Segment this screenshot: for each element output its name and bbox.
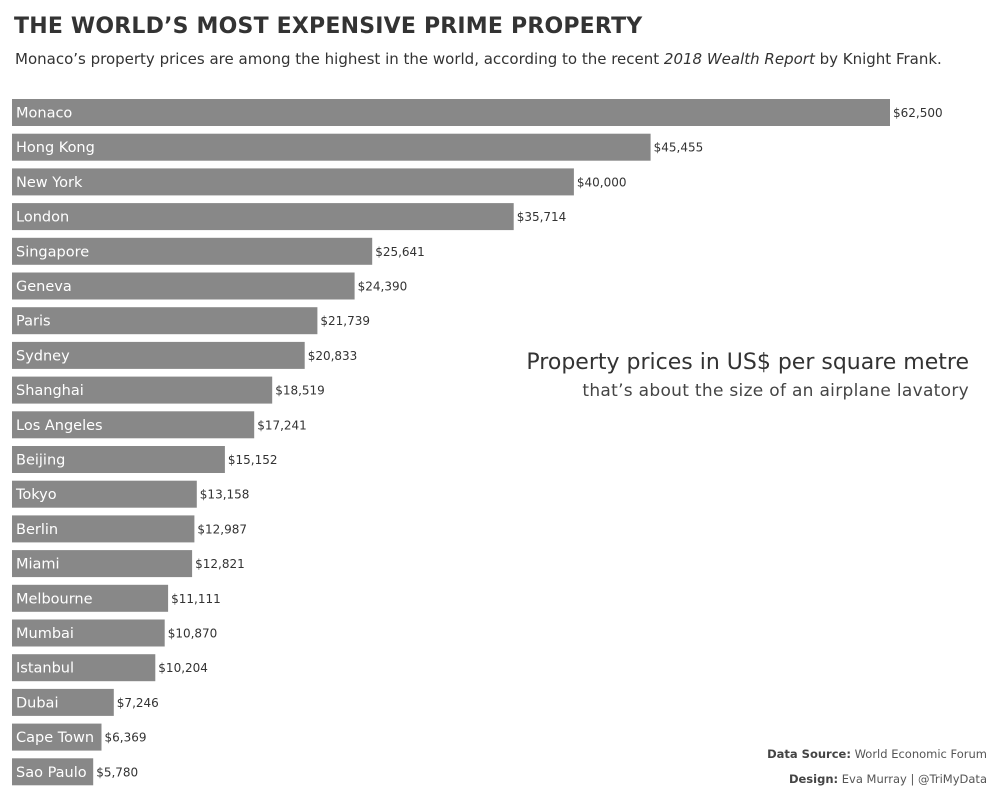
category-label: Singapore xyxy=(16,244,89,260)
category-label: Cape Town xyxy=(16,730,94,746)
category-label: Berlin xyxy=(16,522,58,538)
category-label: Geneva xyxy=(16,279,72,295)
value-label: $6,369 xyxy=(105,731,147,745)
annotation-comparison: that’s about the size of an airplane lav… xyxy=(582,381,969,401)
value-label: $10,870 xyxy=(168,627,218,641)
value-label: $15,152 xyxy=(228,453,278,467)
bar-group-singapore: Singapore $25,641 xyxy=(12,237,425,265)
bar-sydney[interactable] xyxy=(12,341,305,369)
bar-shanghai[interactable] xyxy=(12,376,273,404)
design-label: Design: xyxy=(788,772,839,786)
bar-beijing[interactable] xyxy=(12,446,225,473)
category-label: Istanbul xyxy=(16,661,74,677)
bar-miami[interactable] xyxy=(12,550,193,578)
value-label: $35,714 xyxy=(517,210,567,224)
subtitle-text-before: Monaco’s property prices are among the h… xyxy=(15,50,664,68)
bar-cape-town[interactable] xyxy=(12,723,102,751)
bar-group-los-angeles: Los Angeles $17,241 xyxy=(12,411,307,439)
bar-group-sydney: Sydney $20,833 xyxy=(12,341,358,369)
design-credit: Design: Eva Murray | @TriMyData xyxy=(767,767,987,792)
category-label: Monaco xyxy=(16,106,72,122)
data-source-label: Data Source: xyxy=(767,747,851,761)
design-value: Eva Murray | @TriMyData xyxy=(838,772,987,786)
value-label: $12,987 xyxy=(197,522,247,536)
value-label: $12,821 xyxy=(195,557,245,571)
annotation-units: Property prices in US$ per square metre xyxy=(526,350,969,375)
bar-istanbul[interactable] xyxy=(12,654,156,682)
value-label: $5,780 xyxy=(96,765,138,779)
chart-title: THE WORLD’S MOST EXPENSIVE PRIME PROPERT… xyxy=(14,14,643,39)
bar-london[interactable] xyxy=(12,203,514,231)
bar-monaco[interactable] xyxy=(12,99,890,126)
category-label: Dubai xyxy=(16,695,58,711)
data-source-value: World Economic Forum xyxy=(850,747,987,761)
bar-group-cape-town: Cape Town $6,369 xyxy=(12,723,147,751)
category-label: Miami xyxy=(16,557,60,573)
bar-group-melbourne: Melbourne $11,111 xyxy=(12,584,221,612)
category-label: New York xyxy=(16,175,83,191)
value-label: $62,500 xyxy=(893,106,943,120)
bar-group-miami: Miami $12,821 xyxy=(12,550,245,578)
category-label: Sao Paulo xyxy=(16,765,87,781)
category-label: Hong Kong xyxy=(16,140,95,156)
category-label: Shanghai xyxy=(16,383,84,399)
bar-paris[interactable] xyxy=(12,307,318,335)
value-label: $25,641 xyxy=(375,245,425,259)
category-label: Los Angeles xyxy=(16,418,103,434)
subtitle-report-name: 2018 Wealth Report xyxy=(663,50,815,68)
value-label: $13,158 xyxy=(200,488,250,502)
subtitle-text-after: by Knight Frank. xyxy=(814,50,942,68)
bar-new-york[interactable] xyxy=(12,168,574,196)
bar-mumbai[interactable] xyxy=(12,619,165,647)
category-label: Tokyo xyxy=(15,487,57,503)
bar-group-berlin: Berlin $12,987 xyxy=(12,515,247,543)
bar-group-beijing: Beijing $15,152 xyxy=(12,446,278,473)
bar-group-monaco: Monaco $62,500 xyxy=(12,99,943,126)
category-label: London xyxy=(16,210,69,226)
bar-group-dubai: Dubai $7,246 xyxy=(12,688,159,716)
bar-melbourne[interactable] xyxy=(12,584,169,612)
bar-group-new-york: New York $40,000 xyxy=(12,168,627,196)
value-label: $24,390 xyxy=(358,280,408,294)
bar-singapore[interactable] xyxy=(12,237,373,265)
bar-group-geneva: Geneva $24,390 xyxy=(12,272,408,300)
value-label: $45,455 xyxy=(654,141,704,155)
bar-sao-paulo[interactable] xyxy=(12,758,94,786)
data-source-credit: Data Source: World Economic Forum xyxy=(767,742,987,767)
bar-group-paris: Paris $21,739 xyxy=(12,307,370,335)
bar-los-angeles[interactable] xyxy=(12,411,255,439)
value-label: $21,739 xyxy=(320,314,370,328)
bar-group-sao-paulo: Sao Paulo $5,780 xyxy=(12,758,138,786)
bar-group-mumbai: Mumbai $10,870 xyxy=(12,619,218,647)
bar-group-hong-kong: Hong Kong $45,455 xyxy=(12,133,704,161)
bar-group-shanghai: Shanghai $18,519 xyxy=(12,376,325,404)
value-label: $7,246 xyxy=(117,696,159,710)
chart-annotation: Property prices in US$ per square metre … xyxy=(526,348,969,404)
value-label: $20,833 xyxy=(308,349,358,363)
bar-group-london: London $35,714 xyxy=(12,203,567,231)
bar-group-tokyo: Tokyo $13,158 xyxy=(12,480,250,508)
category-label: Sydney xyxy=(16,348,70,364)
category-label: Paris xyxy=(16,314,51,330)
value-label: $10,204 xyxy=(158,661,208,675)
chart-subtitle: Monaco’s property prices are among the h… xyxy=(15,50,942,68)
bar-tokyo[interactable] xyxy=(12,480,197,508)
value-label: $17,241 xyxy=(257,418,307,432)
value-label: $18,519 xyxy=(275,384,325,398)
chart-credits: Data Source: World Economic Forum Design… xyxy=(767,742,987,792)
value-label: $40,000 xyxy=(577,175,627,189)
bar-berlin[interactable] xyxy=(12,515,195,543)
bar-dubai[interactable] xyxy=(12,688,114,716)
bar-hong-kong[interactable] xyxy=(12,133,651,161)
bar-group-istanbul: Istanbul $10,204 xyxy=(12,654,208,682)
category-label: Beijing xyxy=(16,453,65,469)
category-label: Mumbai xyxy=(16,626,74,642)
value-label: $11,111 xyxy=(171,592,221,606)
bar-geneva[interactable] xyxy=(12,272,355,300)
category-label: Melbourne xyxy=(16,591,93,607)
